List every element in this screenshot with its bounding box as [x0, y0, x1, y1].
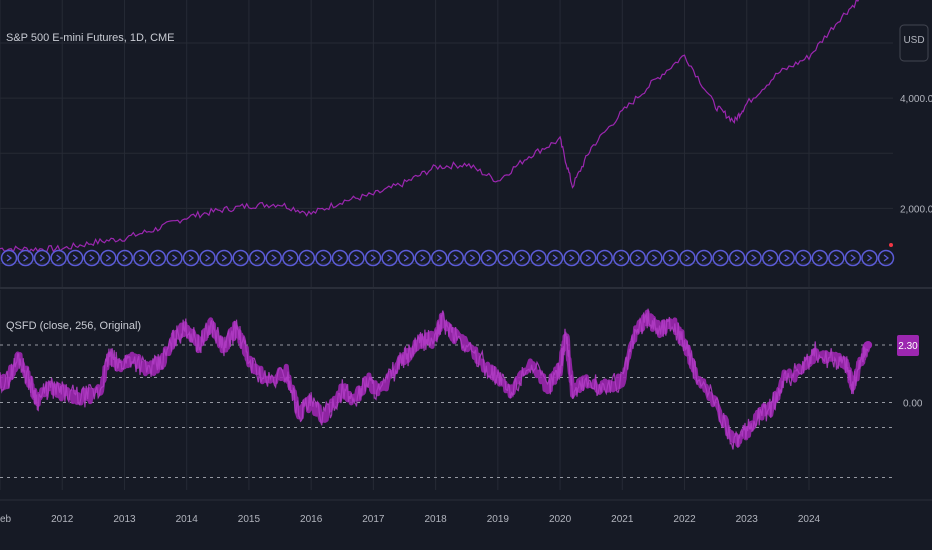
event-marker-icon[interactable] [215, 249, 233, 267]
event-marker-icon[interactable] [679, 249, 696, 267]
time-tick-label: 2019 [487, 514, 510, 525]
time-tick-label: 2015 [238, 514, 261, 525]
time-tick-label: 2012 [51, 514, 74, 525]
event-marker-icon[interactable] [348, 249, 365, 267]
event-marker-icon[interactable] [745, 249, 762, 267]
time-tick-label: 2017 [362, 514, 385, 525]
event-marker-icon[interactable] [397, 249, 415, 267]
time-tick-label: 2023 [736, 514, 759, 525]
time-tick-label: 2021 [611, 514, 634, 525]
last-value-text: 2.30 [898, 341, 918, 352]
event-marker-icon[interactable] [0, 249, 18, 267]
currency-label: USD [903, 35, 924, 46]
time-tick-label: 2024 [798, 514, 821, 525]
event-marker-icon[interactable] [513, 249, 531, 267]
event-marker-icon[interactable] [232, 249, 249, 267]
event-marker-icon[interactable] [530, 249, 547, 267]
qsfd-line [0, 308, 869, 450]
event-marker-icon[interactable] [100, 249, 117, 267]
last-value-badge: 2.30 [897, 335, 919, 356]
time-tick-label: 2020 [549, 514, 572, 525]
price-tick-label: 2,000.00 [900, 204, 932, 215]
event-marker-icon[interactable] [497, 249, 514, 267]
price-line [0, 0, 860, 253]
event-marker-icon[interactable] [182, 249, 200, 267]
event-marker-icon[interactable] [861, 249, 878, 267]
qsfd-band [0, 309, 871, 448]
event-marker-icon[interactable] [331, 249, 349, 267]
price-axis[interactable]: 2,000.00 4,000.00 [900, 94, 932, 215]
symbol-title[interactable]: S&P 500 E-mini Futures, 1D, CME [6, 32, 175, 44]
event-marker-icon[interactable] [50, 249, 67, 267]
event-marker-icon[interactable] [414, 249, 431, 267]
indicator-tick-label: 0.00 [903, 399, 923, 410]
time-tick-label: 2016 [300, 514, 323, 525]
event-marker-icon[interactable] [712, 249, 729, 267]
event-marker-icon[interactable] [612, 249, 630, 267]
event-marker-icon[interactable] [83, 249, 100, 267]
time-tick-label: 2022 [673, 514, 696, 525]
event-marker-icon[interactable] [149, 249, 167, 267]
event-marker-icon[interactable] [430, 249, 448, 267]
event-marker-icon[interactable] [447, 249, 465, 267]
indicator-series [0, 308, 873, 450]
price-pane[interactable]: S&P 500 E-mini Futures, 1D, CME USD 2,00… [0, 0, 932, 288]
price-series [0, 0, 860, 253]
event-marker-icon[interactable] [728, 249, 746, 267]
event-marker-icon[interactable] [17, 249, 34, 267]
event-marker-icon[interactable] [66, 249, 84, 267]
indicator-title[interactable]: QSFD (close, 256, Original) [6, 320, 141, 332]
indicator-grid [0, 290, 810, 490]
time-tick-label: 2018 [424, 514, 447, 525]
event-marker-icon[interactable] [33, 249, 51, 267]
event-marker-icon[interactable] [828, 249, 845, 267]
event-marker-icon[interactable] [877, 249, 895, 267]
price-grid [0, 0, 893, 288]
qsfd-last-point [864, 341, 873, 349]
event-marker-icon[interactable] [761, 249, 779, 267]
event-marker-icon[interactable] [265, 249, 283, 267]
price-tick-label: 4,000.00 [900, 94, 932, 105]
event-marker-icon[interactable] [248, 249, 266, 267]
event-marker-icon[interactable] [811, 249, 829, 267]
event-marker-icon[interactable] [662, 249, 680, 267]
indicator-axis[interactable]: 0.00 [903, 399, 923, 410]
last-marker-dot [889, 243, 893, 247]
event-marker-icon[interactable] [563, 249, 580, 267]
event-marker-icon[interactable] [133, 249, 150, 267]
time-axis[interactable]: eb 2012 2013 2014 2015 2016 2017 2018 2019 2020 20… [0, 499, 932, 525]
event-marker-icon[interactable] [282, 249, 299, 267]
event-marker-icon[interactable] [778, 249, 795, 267]
event-marker-icon[interactable] [364, 249, 382, 267]
event-marker-icon[interactable] [844, 249, 862, 267]
event-marker-icon[interactable] [199, 249, 216, 267]
indicator-pane[interactable]: QSFD (close, 256, Original) 0.00 2.30 [0, 290, 923, 490]
event-marker-icon[interactable] [315, 249, 332, 267]
event-marker-icon[interactable] [546, 249, 564, 267]
event-marker-icon[interactable] [629, 249, 647, 267]
event-marker-icon[interactable] [166, 249, 183, 267]
currency-button[interactable]: USD [899, 24, 929, 62]
event-marker-icon[interactable] [596, 249, 613, 267]
event-marker-icon[interactable] [298, 249, 316, 267]
event-marker-icon[interactable] [116, 249, 134, 267]
event-marker-icon[interactable] [381, 249, 398, 267]
event-marker-icon[interactable] [480, 249, 498, 267]
event-marker-icon[interactable] [579, 249, 597, 267]
event-marker-icon[interactable] [695, 249, 713, 267]
time-tick-label: 2014 [176, 514, 199, 525]
event-marker-icon[interactable] [646, 249, 663, 267]
event-marker-icon[interactable] [464, 249, 481, 267]
event-markers[interactable] [0, 243, 895, 267]
time-tick-label: eb [0, 514, 12, 525]
event-marker-icon[interactable] [795, 249, 812, 267]
time-tick-label: 2013 [113, 514, 136, 525]
